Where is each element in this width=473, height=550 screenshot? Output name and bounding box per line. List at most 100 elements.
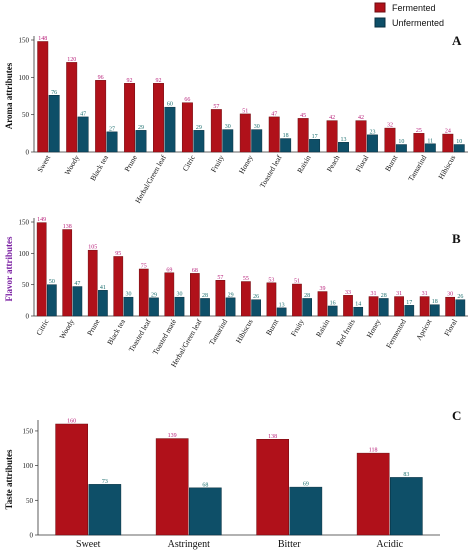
value-label-unfermented-citric: 29 <box>196 125 202 131</box>
bar-unfermented-honey <box>251 129 263 153</box>
value-label-fermented-toasted-leaf: 47 <box>271 111 277 117</box>
bar-unfermented-citric <box>47 284 57 317</box>
value-label-fermented-black-tea: 96 <box>98 75 104 81</box>
value-label-fermented-prune: 105 <box>88 245 97 251</box>
bar-unfermented-sweet <box>48 95 60 153</box>
value-label-fermented-floral: 30 <box>447 292 453 298</box>
category-label-peach: Peach <box>325 153 342 173</box>
bar-fermented-hibiscus <box>442 133 454 153</box>
value-label-unfermented-bitter: 69 <box>303 482 309 488</box>
value-label-unfermented-fermented: 17 <box>406 300 412 306</box>
value-label-fermented-black-tea: 95 <box>115 251 121 257</box>
value-label-unfermented-herbal-green-leaf: 28 <box>202 293 208 299</box>
value-label-fermented-fruity: 57 <box>213 104 219 110</box>
value-label-unfermented-raisin: 17 <box>312 134 318 140</box>
bar-fermented-citric <box>181 102 193 153</box>
legend-label-fermented: Fermented <box>392 3 436 13</box>
value-label-fermented-prune: 92 <box>127 78 133 84</box>
category-label-fermented: Fermented <box>384 317 408 349</box>
value-label-fermented-fruity: 51 <box>294 279 300 285</box>
y-tick-label: 50 <box>26 497 34 505</box>
category-label-floral: Floral <box>442 318 459 338</box>
value-label-unfermented-acidic: 83 <box>403 472 409 478</box>
value-label-unfermented-woody: 47 <box>74 281 80 287</box>
category-label-toasted-mat: Toasted maté <box>151 317 179 356</box>
value-label-unfermented-hibiscus: 10 <box>456 139 462 145</box>
value-label-unfermented-raisin: 16 <box>330 300 336 306</box>
value-label-unfermented-black-tea: 27 <box>109 126 115 132</box>
bar-unfermented-woody <box>77 116 89 153</box>
value-label-fermented-toasted-leaf: 75 <box>141 264 147 270</box>
bar-fermented-raisin <box>317 291 328 317</box>
category-label-black-tea: Black tea <box>105 317 127 346</box>
chart-panel-c: 0 50 100 150 Taste attributes 160 73 Sweet 139 68… <box>4 419 440 550</box>
legend: Fermented Unfermented <box>374 2 444 28</box>
value-label-fermented-toasted-mat: 69 <box>166 267 172 273</box>
value-label-unfermented-prune: 29 <box>138 125 144 131</box>
y-tick-label: 150 <box>19 219 30 227</box>
bar-unfermented-herbal-green-leaf <box>164 106 176 153</box>
value-label-fermented-floral: 42 <box>358 115 364 121</box>
value-label-fermented-peach: 42 <box>329 115 335 121</box>
bar-unfermented-black-tea <box>106 131 118 153</box>
value-label-fermented-raisin: 45 <box>300 113 306 119</box>
bar-unfermented-fruity <box>302 298 312 317</box>
value-label-fermented-citric: 66 <box>184 97 190 103</box>
legend-swatch-unfermented <box>374 17 386 28</box>
value-label-fermented-tamarind: 25 <box>416 128 422 134</box>
value-label-unfermented-fruity: 28 <box>304 293 310 299</box>
bar-fermented-apricot <box>419 296 430 317</box>
y-tick-label: 150 <box>19 37 30 45</box>
bar-fermented-tamarind <box>215 280 226 317</box>
category-label-hibiscus: Hibiscus <box>234 317 255 344</box>
bar-fermented-fruity <box>210 109 222 153</box>
bar-fermented-sweet <box>37 41 49 153</box>
value-label-unfermented-red-fruits: 14 <box>355 302 361 308</box>
category-label-prune: Prune <box>122 153 139 173</box>
value-label-unfermented-honey: 30 <box>254 124 260 130</box>
category-label-astringent: Astringent <box>168 539 210 550</box>
legend-swatch-fermented <box>374 2 386 13</box>
value-label-fermented-hibiscus: 55 <box>243 276 249 282</box>
bar-unfermented-burnt <box>276 307 287 317</box>
bar-unfermented-red-fruits <box>353 306 364 317</box>
category-label-burnt: Burnt <box>383 153 400 173</box>
bar-fermented-black-tea <box>113 256 124 317</box>
bar-unfermented-hibiscus <box>453 144 465 153</box>
value-label-fermented-hibiscus: 24 <box>445 129 451 135</box>
value-label-unfermented-black-tea: 30 <box>125 292 131 298</box>
value-label-fermented-sweet: 148 <box>38 36 47 42</box>
bar-fermented-peach <box>326 120 338 153</box>
y-tick-label: 50 <box>22 111 30 119</box>
bar-unfermented-herbal-green-leaf <box>200 298 210 317</box>
value-label-unfermented-tamarind: 29 <box>228 292 234 298</box>
value-label-fermented-herbal-green-leaf: 68 <box>192 268 198 274</box>
category-label-fruity: Fruity <box>209 153 226 174</box>
panel-label-a: A <box>452 33 462 48</box>
bar-fermented-raisin <box>297 118 309 153</box>
bar-unfermented-apricot <box>429 304 440 317</box>
value-label-unfermented-toasted-mat: 30 <box>177 292 183 298</box>
category-label-herbal-green-leaf: Herbal/Green leaf <box>133 153 168 205</box>
value-label-fermented-sweet: 160 <box>67 419 76 425</box>
bar-fermented-fruity <box>292 283 302 317</box>
value-label-unfermented-citric: 50 <box>49 279 55 285</box>
value-label-unfermented-woody: 47 <box>80 111 86 117</box>
category-label-toasted-leaf: Toasted leaf <box>258 153 284 189</box>
chart-panel-b: 0 50 100 150 Flavor attributes 149 50 Citric 138… <box>4 217 468 369</box>
bar-unfermented-acidic <box>390 477 423 536</box>
bar-fermented-toasted-leaf <box>138 268 149 317</box>
category-label-tamarind: Tamarind <box>207 317 229 347</box>
value-label-unfermented-toasted-leaf: 18 <box>283 133 289 139</box>
category-label-hibiscus: Hibiscus <box>436 153 457 180</box>
category-label-burnt: Burnt <box>264 317 281 337</box>
bar-fermented-honey <box>239 113 251 153</box>
bar-unfermented-hibiscus <box>251 299 261 317</box>
category-label-black-tea: Black tea <box>88 153 110 182</box>
bar-unfermented-fruity <box>222 129 234 153</box>
panel-label-c: C <box>452 408 461 423</box>
panel-label-b: B <box>452 231 461 246</box>
category-label-citric: Citric <box>181 153 198 173</box>
y-tick-label: 0 <box>26 149 30 157</box>
